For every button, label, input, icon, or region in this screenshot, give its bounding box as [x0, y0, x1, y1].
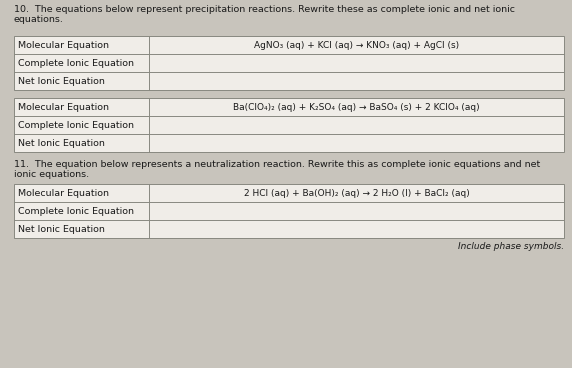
Text: Complete Ionic Equation: Complete Ionic Equation	[18, 206, 134, 216]
Text: ionic equations.: ionic equations.	[14, 170, 89, 179]
Text: Complete Ionic Equation: Complete Ionic Equation	[18, 120, 134, 130]
Text: Ba(ClO₄)₂ (aq) + K₂SO₄ (aq) → BaSO₄ (s) + 2 KClO₄ (aq): Ba(ClO₄)₂ (aq) + K₂SO₄ (aq) → BaSO₄ (s) …	[233, 103, 480, 112]
Text: Molecular Equation: Molecular Equation	[18, 188, 109, 198]
Text: Net Ionic Equation: Net Ionic Equation	[18, 224, 105, 234]
Text: Include phase symbols.: Include phase symbols.	[458, 242, 564, 251]
Text: Molecular Equation: Molecular Equation	[18, 103, 109, 112]
Bar	[14, 36, 564, 90]
Text: Net Ionic Equation: Net Ionic Equation	[18, 138, 105, 148]
Text: AgNO₃ (aq) + KCl (aq) → KNO₃ (aq) + AgCl (s): AgNO₃ (aq) + KCl (aq) → KNO₃ (aq) + AgCl…	[254, 40, 459, 50]
Bar	[14, 184, 564, 238]
Bar	[14, 98, 564, 152]
Text: 10.  The equations below represent precipitation reactions. Rewrite these as com: 10. The equations below represent precip…	[14, 5, 515, 14]
Text: Net Ionic Equation: Net Ionic Equation	[18, 77, 105, 85]
Text: 11.  The equation below represents a neutralization reaction. Rewrite this as co: 11. The equation below represents a neut…	[14, 160, 540, 169]
Text: equations.: equations.	[14, 15, 64, 24]
Text: 2 HCl (aq) + Ba(OH)₂ (aq) → 2 H₂O (l) + BaCl₂ (aq): 2 HCl (aq) + Ba(OH)₂ (aq) → 2 H₂O (l) + …	[244, 188, 469, 198]
Text: Molecular Equation: Molecular Equation	[18, 40, 109, 50]
Text: Complete Ionic Equation: Complete Ionic Equation	[18, 59, 134, 67]
